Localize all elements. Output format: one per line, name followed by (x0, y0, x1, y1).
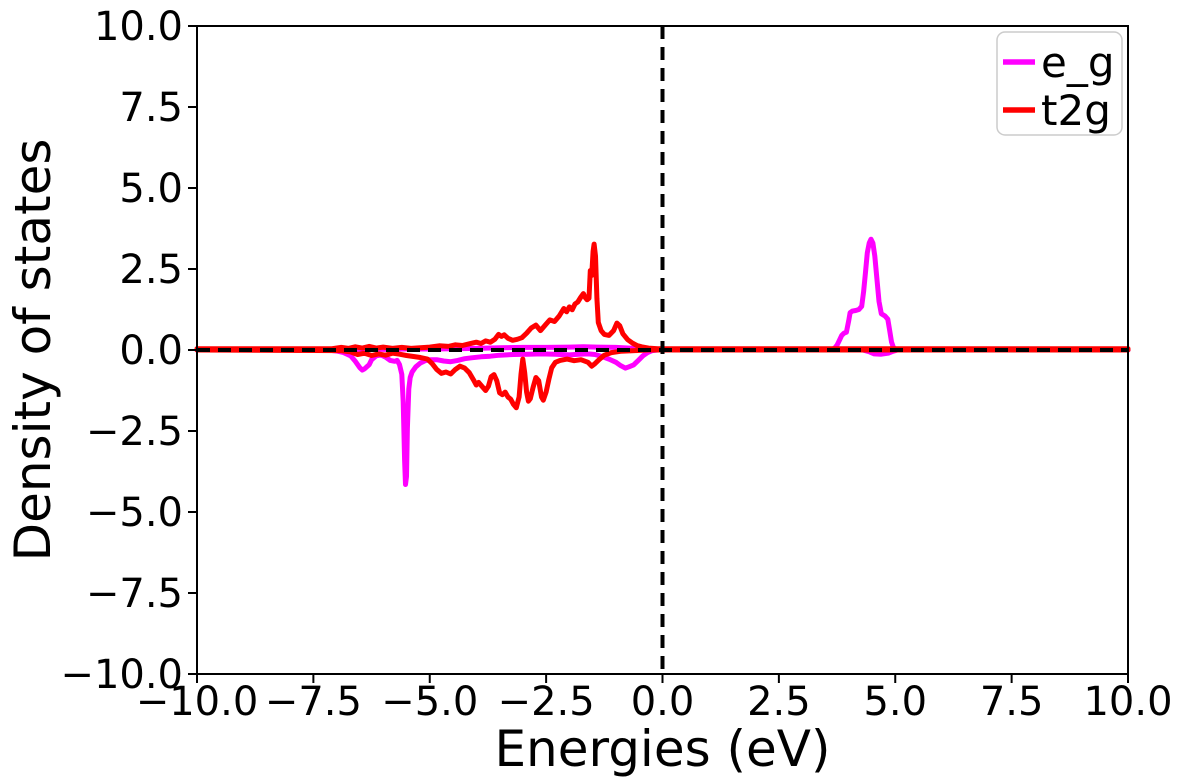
x-tick-label: −10.0 (136, 679, 259, 725)
x-tick-label: 2.5 (747, 679, 811, 725)
x-tick-label: 0.0 (631, 679, 695, 725)
x-tick-label: 10.0 (1083, 679, 1172, 725)
x-tick-label: 5.0 (863, 679, 927, 725)
y-tick-label: 2.5 (119, 247, 183, 293)
y-tick-label: 10.0 (94, 4, 183, 50)
y-axis-label: Density of states (4, 139, 62, 562)
x-tick-label: −7.5 (265, 679, 362, 725)
curve-e_g-spin-up (194, 236, 1131, 353)
y-tick-label: 7.5 (119, 85, 183, 131)
legend-label-t2g: t2g (1041, 86, 1111, 135)
y-tick-label: 5.0 (119, 166, 183, 212)
y-tick-label: −7.5 (86, 571, 183, 617)
curve-t2g-spin-down (194, 347, 1131, 411)
y-tick-label: 0.0 (119, 328, 183, 374)
x-tick-label: −5.0 (381, 679, 478, 725)
y-tick-label: −10.0 (60, 652, 183, 698)
curve-t2g-spin-up (194, 241, 1131, 352)
y-tick-label: −5.0 (86, 490, 183, 536)
x-axis-label: Energies (eV) (494, 720, 830, 778)
x-tick-label: 7.5 (980, 679, 1044, 725)
x-tick-label: −2.5 (498, 679, 595, 725)
y-tick-label: −2.5 (86, 409, 183, 455)
legend-label-e_g: e_g (1041, 38, 1115, 87)
